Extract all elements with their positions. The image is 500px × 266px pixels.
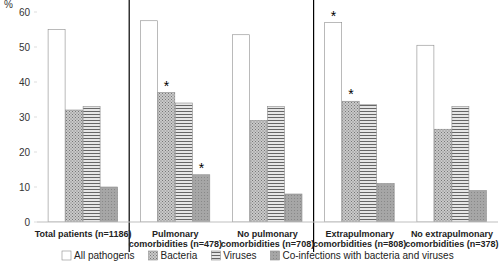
bar bbox=[342, 101, 359, 222]
bar bbox=[377, 184, 394, 223]
bar bbox=[101, 187, 118, 222]
annotation: * bbox=[164, 78, 170, 94]
x-tick-label: No pulmonarycomorbidities (n=708) bbox=[221, 229, 314, 249]
legend-swatch bbox=[211, 251, 220, 260]
x-tick-label: Pulmonarycomorbidities (n=478) bbox=[129, 229, 222, 249]
bars bbox=[48, 21, 486, 222]
legend: All pathogens Bacteria Viruses Co-infection… bbox=[62, 250, 454, 261]
x-tick-label-line: comorbidities (n=478) bbox=[129, 239, 222, 249]
x-tick-label-line: comorbidities (n=808) bbox=[313, 239, 406, 249]
y-tick bbox=[34, 117, 37, 118]
y-tick-label: 30 bbox=[19, 112, 31, 123]
x-tick-label-line: comorbidities (n=708) bbox=[221, 239, 314, 249]
y-tick-label: 10 bbox=[19, 182, 31, 193]
y-tick-label: 0 bbox=[24, 217, 30, 228]
bar bbox=[48, 30, 65, 223]
y-tick bbox=[34, 222, 37, 223]
bar bbox=[268, 107, 285, 223]
x-tick-label-line: comorbidities (n=378) bbox=[405, 239, 498, 249]
y-tick-label: 50 bbox=[19, 42, 31, 53]
legend-label: Viruses bbox=[223, 250, 256, 261]
y-tick bbox=[34, 12, 37, 13]
y-tick bbox=[34, 47, 37, 48]
y-tick-label: 40 bbox=[19, 77, 31, 88]
annotation: * bbox=[348, 86, 354, 102]
bar bbox=[193, 175, 210, 222]
legend-swatch bbox=[149, 251, 158, 260]
bar bbox=[83, 107, 100, 223]
bar bbox=[434, 129, 451, 222]
legend-label: Co-infections with bacteria and viruses bbox=[282, 250, 453, 261]
y-tick bbox=[34, 187, 37, 188]
bar bbox=[360, 105, 377, 222]
bar bbox=[233, 35, 250, 222]
separator bbox=[313, 0, 314, 252]
bar bbox=[452, 107, 469, 223]
bar bbox=[325, 23, 342, 223]
bar bbox=[66, 110, 83, 222]
legend-swatch bbox=[62, 251, 71, 260]
x-tick-label: Extrapulmonarycomorbidities (n=808) bbox=[313, 229, 406, 249]
bar bbox=[158, 93, 175, 223]
bar bbox=[175, 103, 192, 222]
separator bbox=[129, 0, 130, 252]
y-tick-label: 20 bbox=[19, 147, 31, 158]
bar bbox=[250, 121, 267, 223]
bar bbox=[140, 21, 157, 222]
x-tick-label-line: Extrapulmonary bbox=[325, 229, 394, 239]
y-tick bbox=[34, 82, 37, 83]
y-tick bbox=[34, 152, 37, 153]
x-tick-label-line: Total patients (n=1186) bbox=[35, 229, 132, 239]
x-tick-label: No extrapulmonarycomorbidities (n=378) bbox=[405, 229, 498, 249]
annotation: * bbox=[199, 160, 205, 176]
bar bbox=[469, 191, 486, 223]
x-axis bbox=[37, 222, 498, 223]
bar bbox=[285, 194, 302, 222]
bar bbox=[417, 45, 434, 222]
x-tick-label: Total patients (n=1186) bbox=[35, 229, 132, 239]
x-tick-label-line: Pulmonary bbox=[152, 229, 199, 239]
annotation: * bbox=[331, 8, 337, 24]
y-label: % bbox=[4, 0, 13, 10]
legend-label: All pathogens bbox=[74, 250, 135, 261]
x-tick-label-line: No extrapulmonary bbox=[411, 229, 493, 239]
chart: % 0 10 20 30 40 50 60 * * * * Total patients (n=1186… bbox=[0, 0, 500, 266]
legend-label: Bacteria bbox=[161, 250, 198, 261]
legend-swatch bbox=[270, 251, 279, 260]
x-tick-label-line: No pulmonary bbox=[237, 229, 298, 239]
y-tick-label: 60 bbox=[19, 7, 31, 18]
